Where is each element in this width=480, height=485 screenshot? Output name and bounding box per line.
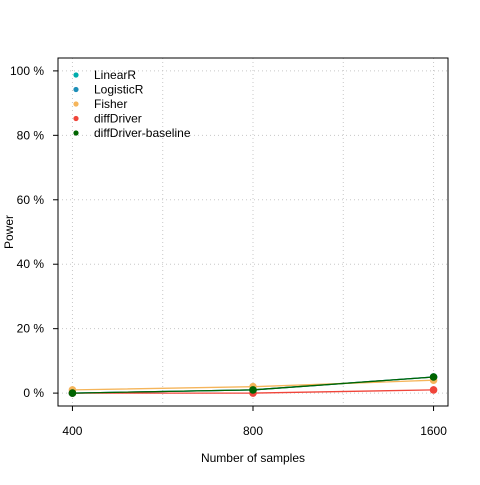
data-point	[249, 386, 257, 394]
legend-item: diffDriver	[73, 112, 142, 126]
legend-label: LinearR	[94, 68, 136, 82]
legend-marker	[73, 101, 79, 107]
legend-marker	[73, 130, 79, 136]
y-tick-label: 20 %	[17, 322, 45, 336]
x-tick-label: 800	[243, 424, 263, 438]
legend-label: LogisticR	[94, 83, 144, 97]
legend-item: Fisher	[73, 97, 127, 111]
legend-item: LinearR	[73, 68, 136, 82]
x-tick-label: 1600	[420, 424, 447, 438]
series-layer	[68, 373, 438, 397]
data-point	[429, 386, 438, 394]
legend: LinearRLogisticRFisherdiffDriverdiffDriv…	[73, 68, 191, 140]
legend-marker	[73, 115, 79, 122]
legend-marker	[73, 86, 79, 93]
legend-marker	[73, 72, 79, 78]
y-tick-label: 60 %	[17, 193, 45, 207]
legend-item: LogisticR	[73, 83, 144, 97]
data-point	[429, 373, 438, 381]
y-tick-label: 0 %	[23, 386, 44, 400]
y-tick-label: 40 %	[17, 257, 45, 271]
y-tick-label: 100 %	[10, 64, 44, 78]
y-tick-label: 80 %	[17, 128, 45, 142]
grid-lines	[58, 58, 448, 406]
series	[68, 373, 438, 397]
axes: 0 % 20 % 40 % 60 % 80 % 100 % 400 800 1600	[10, 64, 447, 438]
legend-label: Fisher	[94, 97, 127, 111]
y-axis-label: Power	[2, 215, 16, 249]
x-tick-label: 400	[62, 424, 82, 438]
legend-label: diffDriver-baseline	[94, 126, 191, 140]
data-point	[68, 389, 77, 397]
legend-item: diffDriver-baseline	[73, 126, 191, 140]
legend-label: diffDriver	[94, 112, 142, 126]
x-axis-label: Number of samples	[201, 451, 305, 465]
